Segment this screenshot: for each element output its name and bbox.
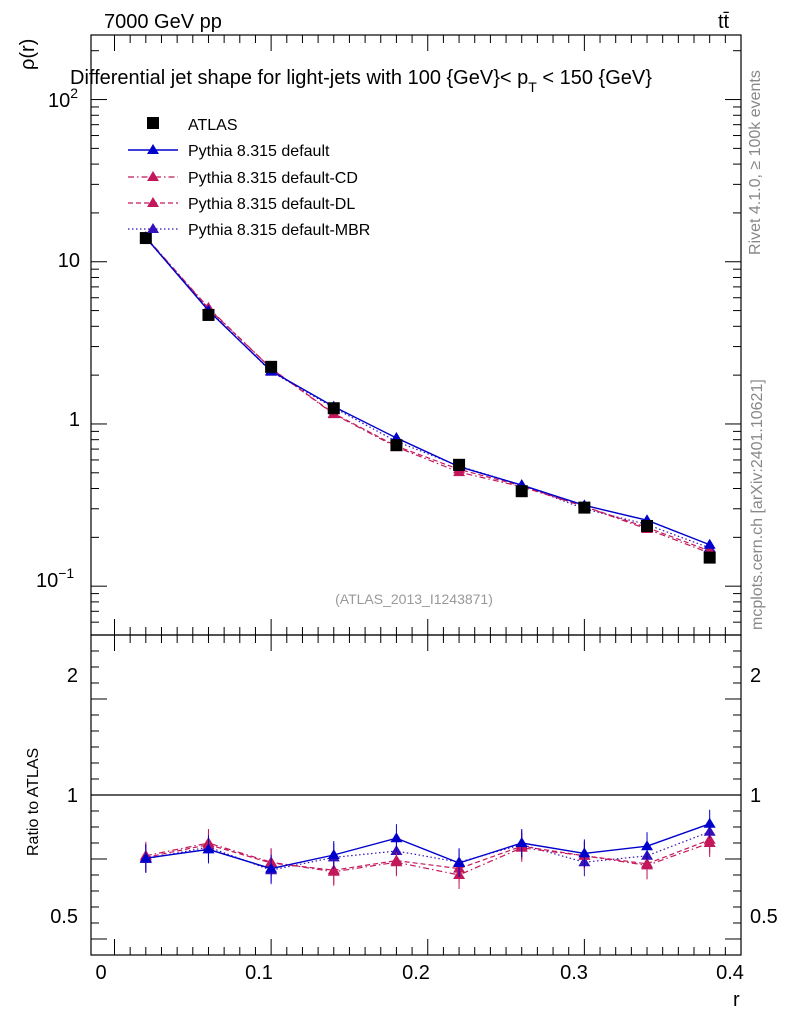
legend-label-default: Pythia 8.315 default (188, 143, 330, 160)
x-axis-title: r (733, 989, 740, 1011)
point-atlas (327, 402, 340, 415)
ratio-point-pythia-8-315-default (703, 817, 716, 828)
collision-label: 7000 GeV pp (104, 11, 222, 33)
legend-label-atlas: ATLAS (188, 117, 238, 134)
x-tick-0.2: 0.2 (402, 962, 430, 984)
top-y-tick-01: 10−1 (36, 565, 74, 592)
ratio-point-pythia-8-315-default (390, 832, 403, 843)
legend: ATLAS Pythia 8.315 default Pythia 8.315 … (128, 117, 370, 239)
ratio-point-pythia-8-315-default-cd (390, 856, 403, 867)
ratio-line-pythia-8-315-default (145, 823, 710, 870)
x-axis-ticks (113, 35, 742, 955)
ratio-point-pythia-8-315-default (202, 843, 215, 854)
point-atlas (139, 232, 152, 245)
legend-marker-mbr (147, 223, 159, 233)
ratio-y-tick-1-left: 1 (67, 785, 78, 807)
ratio-point-pythia-8-315-default (515, 837, 528, 847)
rivet-version-label: Rivet 4.1.0, ≥ 100k events (747, 70, 764, 255)
ratio-y-tick-1-right: 1 (750, 785, 761, 807)
top-y-tick-100: 102 (48, 85, 78, 112)
mcplots-label: mcplots.cern.ch [arXiv:2401.10621] (749, 379, 766, 630)
chart-title: Differential jet shape for light-jets wi… (70, 67, 652, 95)
ratio-point-pythia-8-315-default (453, 857, 466, 867)
chart-title-sub: T (528, 79, 537, 95)
point-atlas (453, 458, 466, 471)
legend-label-cd: Pythia 8.315 default-CD (188, 170, 358, 187)
top-y-tick-1: 1 (69, 409, 80, 431)
ratio-point-pythia-8-315-default (139, 852, 152, 863)
ratio-point-pythia-8-315-default-cd (327, 865, 340, 876)
chart-title-tail: < 150 {GeV} (537, 67, 652, 89)
ratio-point-pythia-8-315-default (578, 847, 591, 858)
process-label: tt̄ (718, 11, 730, 33)
point-atlas (515, 485, 528, 498)
ratio-y-tick-05-right: 0.5 (750, 906, 778, 928)
x-tick-0.3: 0.3 (560, 962, 588, 984)
ratio-y-tick-2-right: 2 (750, 665, 761, 687)
x-tick-0.1: 0.1 (245, 962, 273, 984)
ratio-line-pythia-8-315-default-dl (145, 839, 710, 871)
ratio-point-pythia-8-315-default (327, 849, 340, 859)
top-y-axis-title: ρ(r) (17, 39, 39, 70)
x-tick-0: 0 (95, 962, 106, 984)
line-pythia-8-315-default-mbr (145, 237, 710, 549)
legend-label-dl: Pythia 8.315 default-DL (188, 196, 355, 213)
ratio-point-pythia-8-315-default-cd (641, 859, 654, 870)
ratio-y-tick-2-left: 2 (67, 665, 78, 687)
legend-label-mbr: Pythia 8.315 default-MBR (188, 222, 370, 239)
ratio-point-pythia-8-315-default (641, 840, 654, 851)
point-atlas (641, 519, 654, 532)
legend-marker-dl (147, 197, 159, 207)
point-atlas (202, 308, 215, 321)
top-y-tick-10: 10 (58, 250, 80, 272)
ratio-y-tick-05-left: 0.5 (50, 906, 78, 928)
line-pythia-8-315-default-cd (145, 236, 710, 554)
chart-title-main: Differential jet shape for light-jets wi… (70, 67, 528, 89)
point-pythia-8-315-default-cd (453, 466, 466, 477)
x-tick-0.4: 0.4 (716, 962, 744, 984)
point-atlas (703, 551, 716, 564)
point-pythia-8-315-default (703, 538, 716, 549)
line-pythia-8-315-default-dl (145, 237, 710, 552)
point-atlas (265, 360, 278, 373)
point-atlas (390, 439, 403, 452)
ratio-panel-ticks (91, 634, 741, 956)
analysis-id-label: (ATLAS_2013_I1243871) (335, 591, 493, 607)
ratio-point-pythia-8-315-default-cd (703, 837, 716, 847)
point-atlas (578, 501, 591, 514)
ratio-line-pythia-8-315-default-cd (145, 842, 710, 876)
legend-marker-cd (147, 171, 159, 181)
top-panel-ticks (91, 50, 741, 636)
ratio-y-axis-title: Ratio to ATLAS (25, 748, 42, 856)
ratio-point-pythia-8-315-default (265, 862, 278, 873)
legend-marker-atlas (147, 117, 159, 129)
line-pythia-8-315-default (145, 237, 710, 546)
ratio-panel-series (139, 809, 716, 889)
top-panel-series (139, 231, 716, 564)
legend-marker-default (147, 144, 159, 154)
